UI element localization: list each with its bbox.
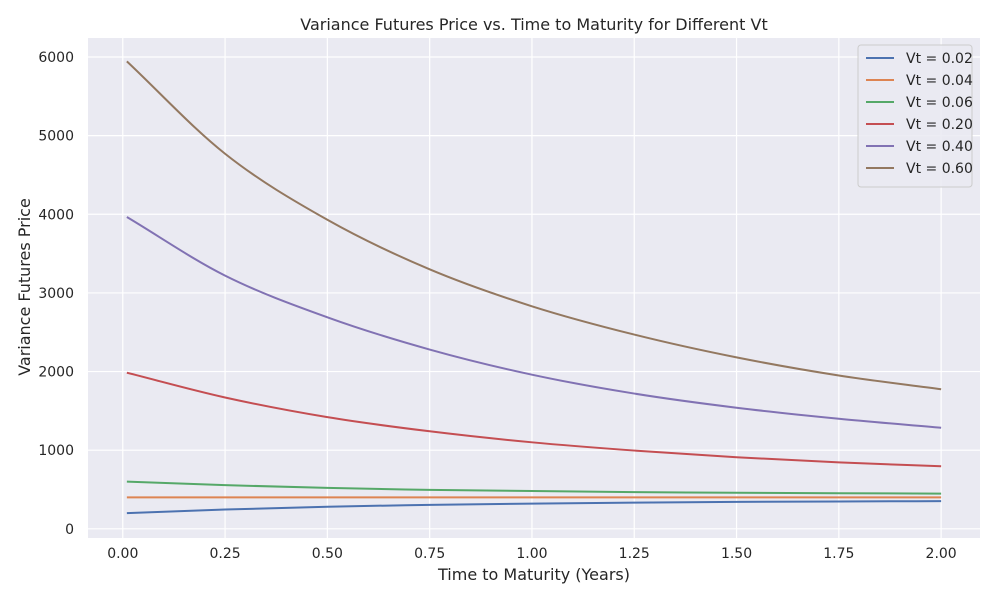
chart-title: Variance Futures Price vs. Time to Matur… (300, 15, 767, 34)
y-tick-label: 2000 (38, 365, 74, 381)
series-line-4 (126, 216, 942, 429)
y-tick-label: 0 (65, 522, 74, 538)
legend: Vt = 0.02 Vt = 0.04 Vt = 0.06 Vt = 0.20 Vt =… (857, 44, 973, 188)
y-tick-label: 3000 (38, 286, 74, 302)
plot-area (88, 38, 980, 538)
x-tick-label: 1.50 (721, 546, 752, 562)
y-tick-label: 5000 (38, 129, 74, 145)
y-tick-label: 1000 (38, 443, 74, 459)
legend-label-0: Vt = 0.02 (906, 51, 973, 67)
legend-label-5: Vt = 0.60 (906, 161, 973, 177)
x-axis-label: Time to Maturity (Years) (437, 565, 630, 584)
legend-label-3: Vt = 0.20 (906, 117, 973, 133)
y-tick-label: 6000 (38, 50, 74, 66)
grid (88, 38, 980, 538)
x-tick-label: 2.00 (926, 546, 957, 562)
series-lines (126, 60, 942, 515)
x-axis-ticks: 0.00 0.25 0.50 0.75 1.00 1.25 1.50 1.75 2.00 (107, 546, 957, 562)
series-line-0 (126, 500, 942, 515)
legend-label-4: Vt = 0.40 (906, 139, 973, 155)
series-line-3 (126, 371, 942, 468)
x-tick-label: 1.00 (516, 546, 547, 562)
y-axis-label: Variance Futures Price (15, 198, 34, 376)
y-tick-label: 4000 (38, 207, 74, 223)
x-tick-label: 0.25 (209, 546, 240, 562)
y-axis-ticks: 0 1000 2000 3000 4000 5000 6000 (38, 50, 74, 538)
x-tick-label: 0.00 (107, 546, 138, 562)
x-tick-label: 1.25 (619, 546, 650, 562)
legend-label-2: Vt = 0.06 (906, 95, 973, 111)
legend-label-1: Vt = 0.04 (906, 73, 973, 89)
x-tick-label: 0.50 (312, 546, 343, 562)
series-line-2 (126, 480, 942, 495)
series-line-5 (126, 60, 942, 391)
x-tick-label: 0.75 (414, 546, 445, 562)
x-tick-label: 1.75 (823, 546, 854, 562)
